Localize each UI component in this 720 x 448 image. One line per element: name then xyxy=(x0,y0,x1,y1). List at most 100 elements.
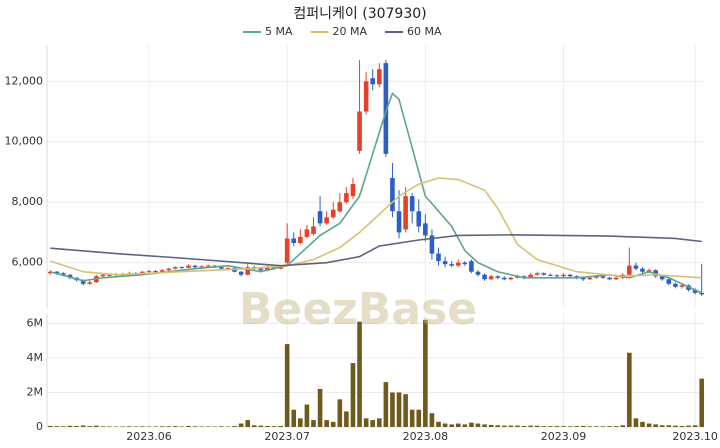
volume-bar xyxy=(488,424,494,427)
y-tick-label: 4M xyxy=(27,351,44,364)
volume-bar xyxy=(620,425,626,427)
volume-bar xyxy=(449,424,454,427)
candle-body xyxy=(587,277,593,280)
volume-bar xyxy=(120,426,125,427)
candle-body xyxy=(179,267,185,269)
candle-body xyxy=(607,277,612,280)
candle-body xyxy=(383,63,389,154)
candle-body xyxy=(284,238,290,263)
volume-bar xyxy=(87,426,93,427)
candle-body xyxy=(317,211,323,224)
volume-bar xyxy=(298,418,303,427)
volume-bar xyxy=(74,425,79,427)
candle-body xyxy=(258,268,264,271)
volume-bar xyxy=(146,426,152,427)
volume-bar xyxy=(344,411,349,427)
candle-body xyxy=(449,264,454,266)
volume-bar xyxy=(179,426,185,427)
volume-bar xyxy=(436,421,441,427)
candle-body xyxy=(561,274,566,277)
volume-bar xyxy=(666,425,672,427)
volume-bar xyxy=(633,418,639,427)
candle-body xyxy=(442,261,448,265)
watermark: BeezBase xyxy=(239,284,477,335)
volume-bar xyxy=(383,382,389,427)
volume-bar xyxy=(284,344,290,427)
candle-body xyxy=(186,265,191,268)
candle-body xyxy=(673,283,678,287)
candle-body xyxy=(245,267,250,275)
candle-body xyxy=(140,271,145,274)
volume-bar xyxy=(80,425,86,427)
candle-body xyxy=(219,267,224,269)
volume-bar xyxy=(205,426,211,427)
volume-bar xyxy=(534,425,540,427)
candle-body xyxy=(594,276,599,278)
volume-bar xyxy=(442,423,448,427)
candle-body xyxy=(502,277,507,280)
candle-body xyxy=(613,277,619,280)
candle-body xyxy=(534,273,540,275)
volume-bar xyxy=(561,426,566,427)
volume-bar xyxy=(541,426,547,427)
candle-body xyxy=(666,279,672,284)
legend-label: 60 MA xyxy=(407,25,442,38)
candle-body xyxy=(548,274,553,276)
volume-bar xyxy=(396,392,402,427)
y-tick-label: 6,000 xyxy=(12,256,44,269)
volume-bar xyxy=(61,426,66,427)
volume-bar xyxy=(376,418,382,427)
volume-bar xyxy=(653,424,658,427)
legend-label: 20 MA xyxy=(333,25,368,38)
candle-body xyxy=(304,229,310,237)
volume-bar xyxy=(659,425,665,427)
candle-body xyxy=(298,236,303,244)
candle-body xyxy=(67,274,73,278)
candle-body xyxy=(100,274,106,277)
candle-body xyxy=(390,178,395,212)
volume-bar xyxy=(455,423,461,427)
volume-bar xyxy=(219,426,224,427)
volume-bar xyxy=(140,426,145,427)
volume-bar xyxy=(94,425,99,427)
volume-bar xyxy=(337,399,343,427)
candle-body xyxy=(396,211,402,233)
volume-bar xyxy=(640,421,645,427)
candle-body xyxy=(640,268,645,272)
legend-label: 5 MA xyxy=(265,25,293,38)
candle-body xyxy=(699,292,705,295)
volume-bar xyxy=(692,425,698,427)
candle-body xyxy=(370,78,376,85)
y-tick-label: 0 xyxy=(36,420,43,433)
volume-bar xyxy=(679,425,685,427)
volume-bar xyxy=(686,425,691,427)
volume-bar xyxy=(482,424,487,427)
volume-bar xyxy=(462,424,468,427)
volume-bar xyxy=(47,425,53,427)
volume-bar xyxy=(126,426,132,427)
chart-title: 컴퍼니케이 (307930) xyxy=(293,6,426,22)
volume-bar xyxy=(153,426,158,427)
candle-body xyxy=(166,268,172,271)
candle-body xyxy=(61,273,66,275)
volume-bar xyxy=(251,425,257,427)
volume-bar xyxy=(258,425,264,427)
volume-bar xyxy=(699,378,705,427)
x-tick-label: 2023.10 xyxy=(672,430,718,443)
volume-bar xyxy=(199,426,204,427)
volume-bar xyxy=(416,409,422,427)
volume-bar xyxy=(495,425,501,427)
candle-body xyxy=(265,267,270,271)
candle-body xyxy=(567,274,573,277)
candle-body xyxy=(54,271,60,274)
x-tick-label: 2023.06 xyxy=(126,430,172,443)
x-tick-label: 2023.09 xyxy=(541,430,587,443)
volume-bar xyxy=(113,426,119,427)
candle-body xyxy=(311,226,316,234)
volume-bar xyxy=(67,425,73,427)
volume-bar xyxy=(409,409,415,427)
candle-body xyxy=(324,217,329,224)
volume-bar xyxy=(173,426,178,427)
x-tick-label: 2023.07 xyxy=(264,430,310,443)
